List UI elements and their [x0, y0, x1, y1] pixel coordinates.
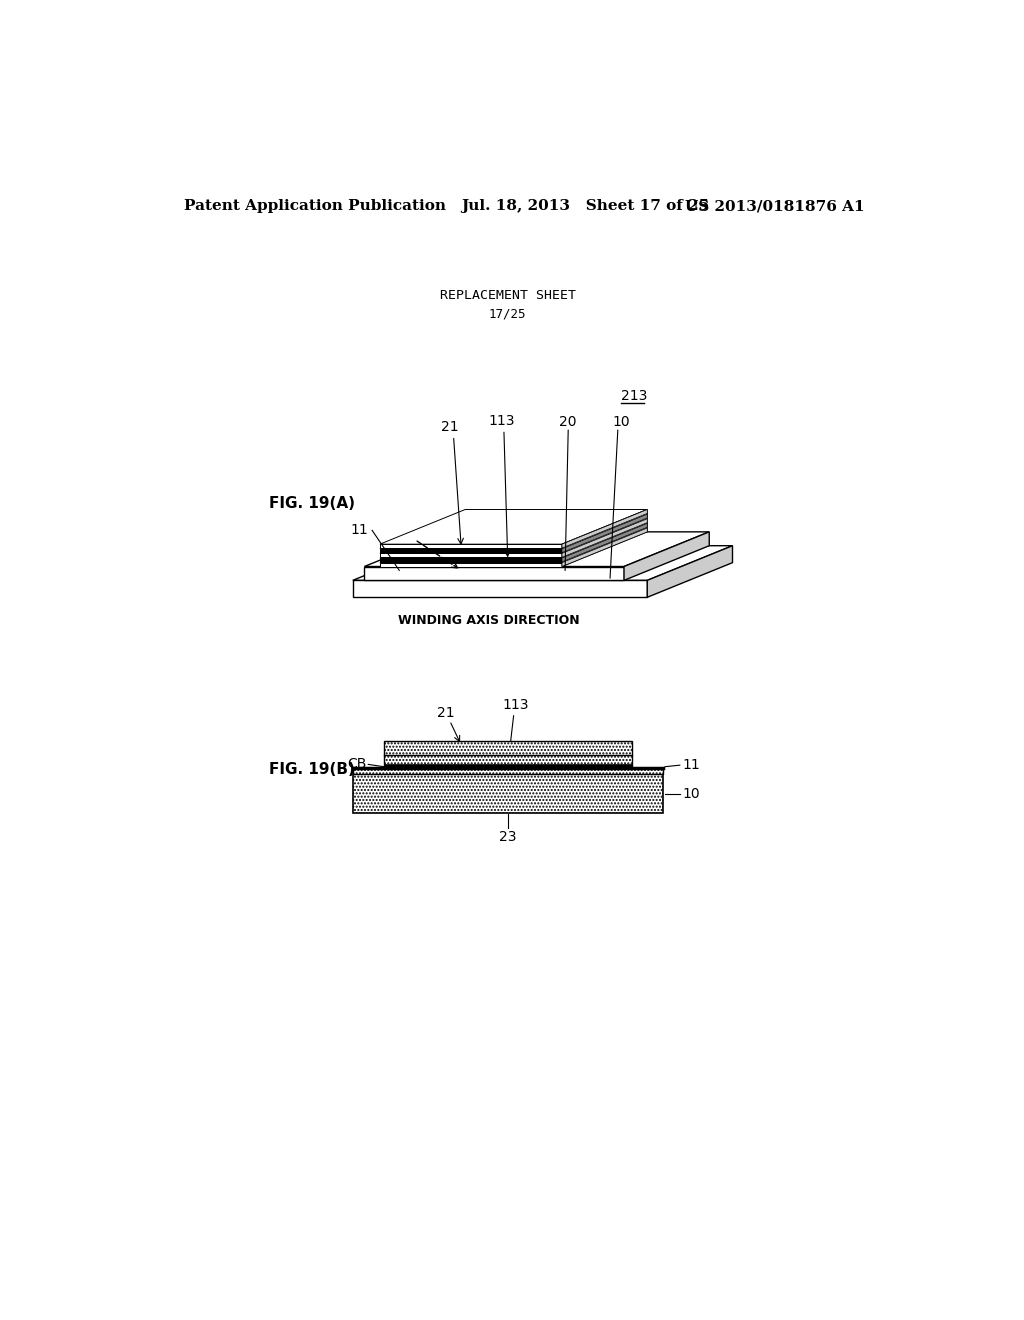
- Text: Jul. 18, 2013   Sheet 17 of 25: Jul. 18, 2013 Sheet 17 of 25: [461, 199, 710, 213]
- Bar: [384, 742, 632, 768]
- Text: 11: 11: [350, 523, 369, 537]
- Polygon shape: [624, 532, 710, 581]
- Text: 11: 11: [682, 758, 699, 772]
- Text: 21: 21: [437, 706, 455, 719]
- Polygon shape: [380, 562, 562, 566]
- Text: 10: 10: [682, 787, 699, 801]
- Polygon shape: [380, 510, 647, 544]
- Text: 213: 213: [621, 389, 647, 404]
- Polygon shape: [380, 544, 562, 548]
- Polygon shape: [365, 532, 710, 566]
- Polygon shape: [352, 581, 647, 597]
- Polygon shape: [562, 510, 647, 548]
- Polygon shape: [365, 566, 624, 581]
- Polygon shape: [380, 524, 647, 558]
- Polygon shape: [380, 528, 647, 562]
- Text: US 2013/0181876 A1: US 2013/0181876 A1: [685, 199, 864, 213]
- Bar: [352, 768, 663, 775]
- Text: 17/25: 17/25: [489, 308, 526, 321]
- Polygon shape: [647, 545, 732, 597]
- Text: 23: 23: [499, 830, 516, 843]
- Text: FIG. 19(A): FIG. 19(A): [269, 496, 355, 511]
- Bar: [384, 764, 632, 768]
- Text: 21: 21: [440, 420, 459, 434]
- Polygon shape: [380, 519, 647, 553]
- Polygon shape: [380, 553, 562, 557]
- Polygon shape: [380, 558, 562, 562]
- Polygon shape: [380, 515, 647, 549]
- Text: FIG. 19(B): FIG. 19(B): [269, 762, 355, 777]
- Text: REPLACEMENT SHEET: REPLACEMENT SHEET: [439, 289, 575, 302]
- Polygon shape: [562, 524, 647, 562]
- Text: 113: 113: [502, 698, 528, 711]
- Text: 20: 20: [559, 416, 577, 429]
- Text: 113: 113: [488, 414, 515, 428]
- Text: 10: 10: [612, 416, 631, 429]
- Polygon shape: [562, 515, 647, 553]
- Bar: [352, 775, 663, 813]
- Polygon shape: [562, 528, 647, 566]
- Text: CB: CB: [347, 758, 367, 771]
- Polygon shape: [380, 549, 562, 553]
- Text: Patent Application Publication: Patent Application Publication: [183, 199, 445, 213]
- Text: WINDING AXIS DIRECTION: WINDING AXIS DIRECTION: [397, 614, 580, 627]
- Polygon shape: [562, 510, 647, 566]
- Polygon shape: [352, 545, 732, 581]
- Polygon shape: [562, 519, 647, 557]
